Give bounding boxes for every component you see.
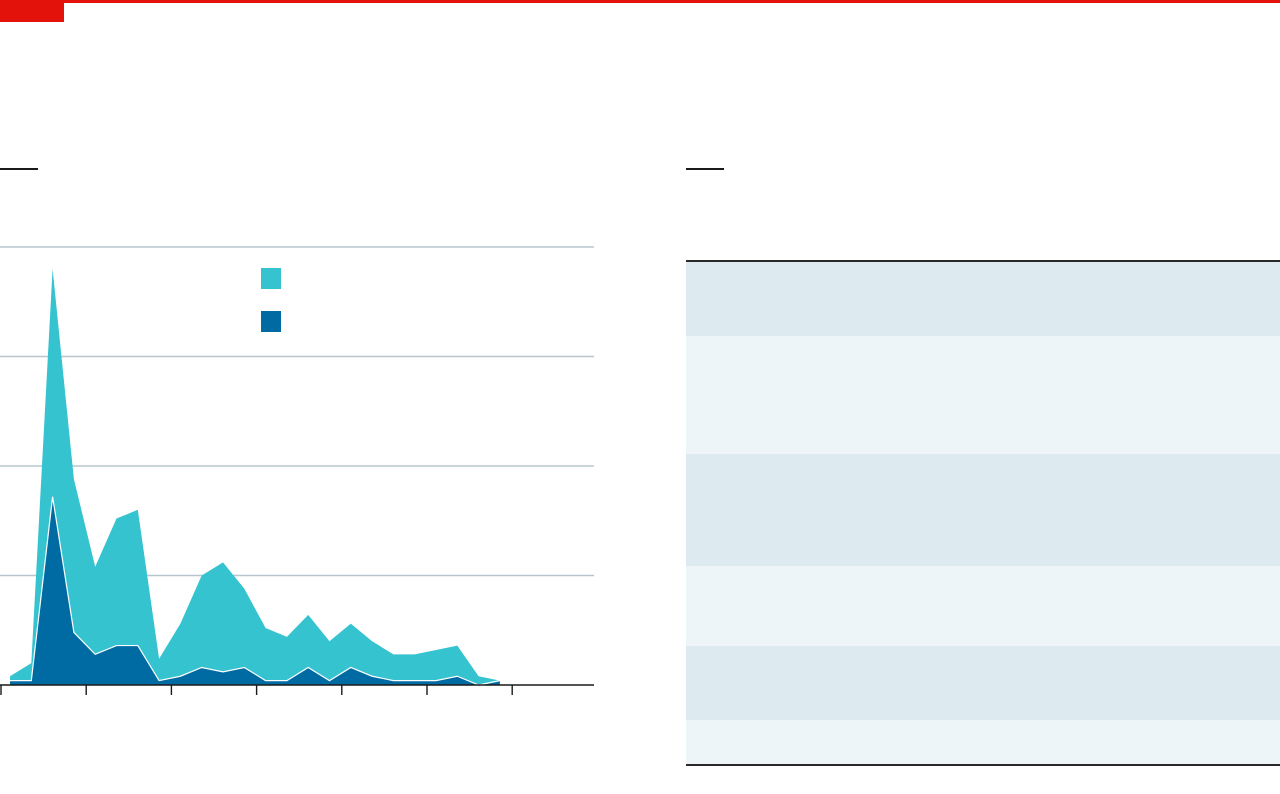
x-axis xyxy=(0,684,594,695)
table-bottom-border xyxy=(686,764,1280,766)
chart-areas xyxy=(10,268,501,686)
legend-swatch-light xyxy=(261,268,281,289)
table-row xyxy=(686,646,1280,720)
series-light-area xyxy=(10,268,500,685)
chart-legend xyxy=(261,268,281,332)
gridlines xyxy=(0,246,594,577)
top-rule xyxy=(0,0,1280,3)
brand-tag xyxy=(0,0,64,22)
data-table xyxy=(686,260,1280,766)
table-row xyxy=(686,566,1280,646)
table-row xyxy=(686,454,1280,566)
series-dark-area xyxy=(10,496,500,685)
table-body xyxy=(686,262,1280,764)
series-separator xyxy=(10,496,501,686)
table-row xyxy=(686,262,1280,336)
area-chart xyxy=(0,246,594,695)
table-header-rule xyxy=(686,168,724,170)
table-top-border xyxy=(686,260,1280,262)
table-row xyxy=(686,720,1280,764)
table-row xyxy=(686,336,1280,454)
legend-swatch-dark xyxy=(261,311,281,332)
chart-header-rule xyxy=(0,168,38,170)
